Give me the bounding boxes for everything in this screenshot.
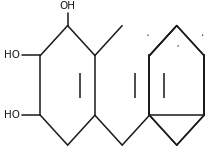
Text: HO: HO <box>4 110 20 120</box>
Text: OH: OH <box>60 1 76 11</box>
Text: HO: HO <box>4 50 20 60</box>
